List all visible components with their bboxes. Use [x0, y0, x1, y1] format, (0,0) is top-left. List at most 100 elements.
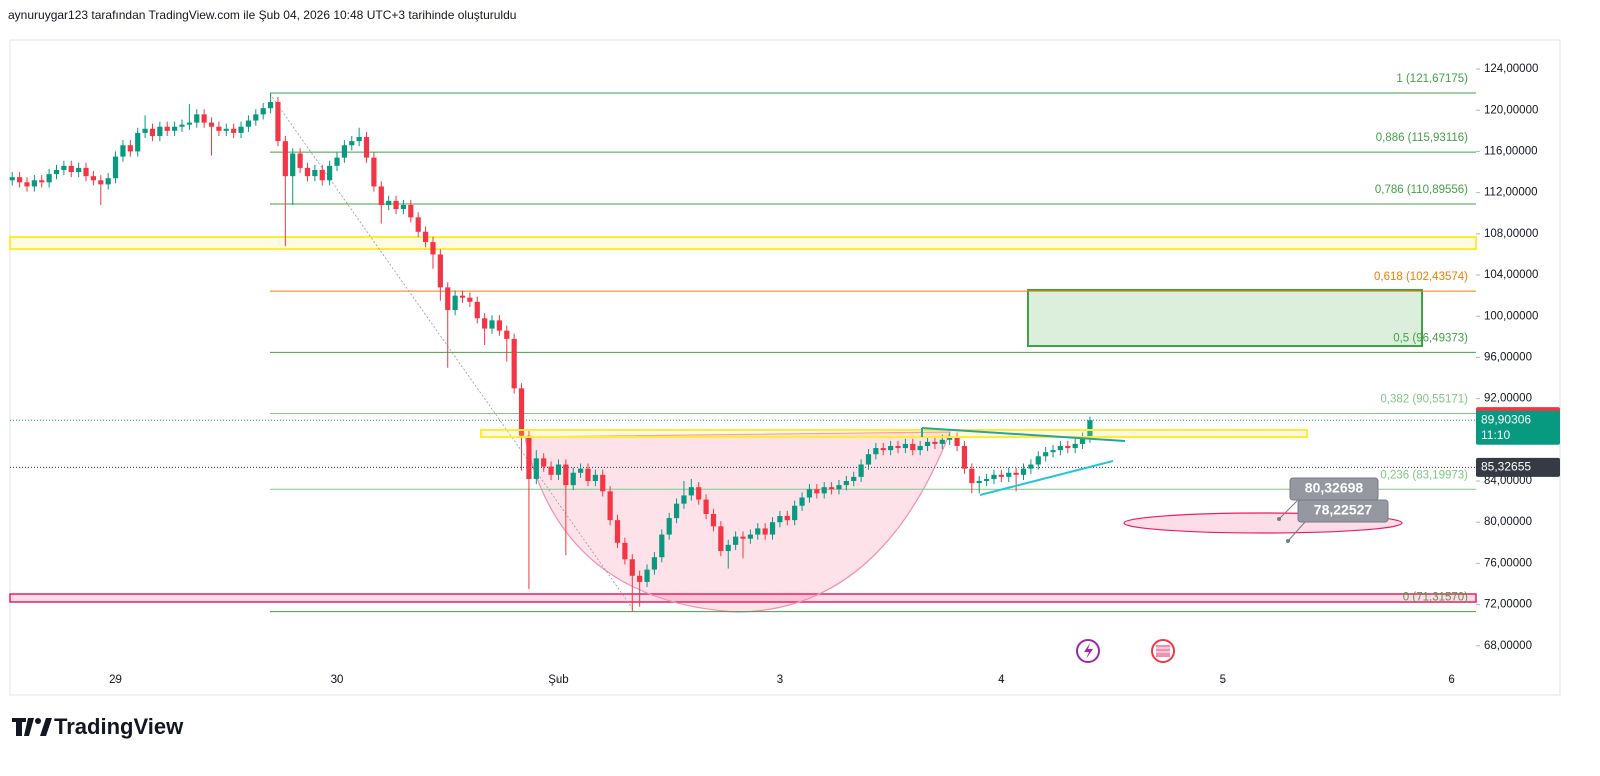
candle-body [1072, 443, 1078, 449]
candle-body [681, 495, 687, 504]
price-scale: 68,00000 72,00000 76,00000 80,00000 84,00000… [109, 63, 1560, 686]
candle-body [976, 481, 982, 484]
candle-body [733, 536, 739, 545]
cup-shape [524, 431, 951, 613]
candle-body [282, 141, 288, 177]
candle-body [297, 153, 303, 168]
trend-line [921, 427, 1126, 442]
candle-body [784, 516, 790, 521]
candle-body [363, 137, 370, 158]
candle-body [526, 435, 532, 479]
y-tick-label: 100,00000 [1484, 310, 1538, 322]
candle-body [61, 165, 67, 170]
y-tick-label: 124,00000 [1484, 63, 1538, 75]
callout-dot [1277, 517, 1281, 521]
chart-frame [9, 39, 1561, 696]
candle-body [216, 126, 222, 131]
candle-body [24, 182, 30, 187]
candle-body [334, 157, 340, 166]
candle-body [408, 204, 414, 218]
candle-body [710, 513, 717, 527]
candle-body [799, 497, 805, 506]
candle-body [1065, 445, 1071, 449]
candle-body [666, 518, 672, 535]
candle-body [533, 458, 539, 479]
candle-body [260, 108, 266, 115]
candle-body [194, 114, 200, 123]
candle-body [777, 516, 783, 523]
candle-body [961, 445, 968, 469]
candle-body [356, 137, 362, 142]
candle-body [792, 505, 798, 521]
candle-body [105, 178, 111, 185]
candle-body [245, 120, 252, 127]
candle-body [1043, 452, 1049, 457]
candle-body [880, 448, 886, 451]
candle-body [600, 474, 606, 492]
y-tick-label: 72,00000 [1484, 599, 1532, 611]
candle-body [164, 126, 170, 131]
candle-body [555, 464, 562, 475]
candle-body [482, 318, 488, 329]
candle-body [142, 128, 148, 133]
x-tick-label: 4 [998, 674, 1005, 686]
candle-body [422, 231, 429, 243]
candle-body [954, 437, 960, 446]
candle-body [607, 491, 613, 521]
candle-body [1057, 445, 1064, 451]
candle-body [947, 437, 953, 440]
candle-body [474, 301, 480, 319]
trend-line [979, 460, 1114, 496]
logo-dot [35, 718, 41, 724]
candle-body [740, 536, 746, 539]
candle-body [186, 122, 192, 125]
candle-body [1028, 464, 1034, 469]
candle-body [585, 468, 591, 482]
candle-body [496, 320, 503, 331]
yellow-zone [9, 236, 1477, 250]
candle-body [179, 124, 185, 127]
candle-body [452, 295, 458, 311]
candle-body [637, 575, 643, 582]
candle-body [1006, 472, 1012, 477]
candle-body [445, 287, 451, 311]
candle-body [629, 559, 635, 576]
callout-text: 80,32698 [1305, 480, 1364, 496]
candle-body [688, 487, 694, 496]
candle-body [46, 174, 52, 183]
candle-body [1013, 472, 1019, 475]
candle-body [998, 474, 1004, 477]
callout-text: 78,22527 [1314, 502, 1373, 518]
candle-body [400, 204, 407, 210]
candle-body [888, 445, 894, 451]
candle-body [489, 320, 495, 329]
candle-body [865, 454, 872, 465]
candle-body [208, 122, 215, 127]
candle-body [659, 534, 665, 558]
candle-body [393, 200, 399, 210]
candle-body [90, 176, 97, 181]
y-tick-label: 76,00000 [1484, 557, 1532, 569]
brand: TradingView [54, 714, 184, 739]
candle-body [836, 485, 842, 490]
candle-body [9, 177, 15, 181]
candle-body [120, 145, 126, 157]
candle-body [349, 141, 355, 146]
candle-body [917, 445, 923, 451]
x-tick-label: Şub [548, 674, 568, 686]
candle-body [371, 157, 377, 187]
candle-body [68, 165, 74, 173]
candle-body [541, 458, 547, 467]
price-tag [1476, 410, 1560, 445]
callout-line [1278, 499, 1299, 520]
candle-body [843, 481, 849, 486]
logo: TradingView [12, 714, 184, 739]
x-tick-label: 6 [1448, 674, 1454, 686]
candle-body [703, 499, 709, 514]
callout-line [1287, 521, 1306, 542]
candle-body [644, 569, 650, 582]
candle-body [696, 487, 702, 500]
callout-box [1297, 499, 1389, 523]
candle-body [873, 448, 879, 455]
